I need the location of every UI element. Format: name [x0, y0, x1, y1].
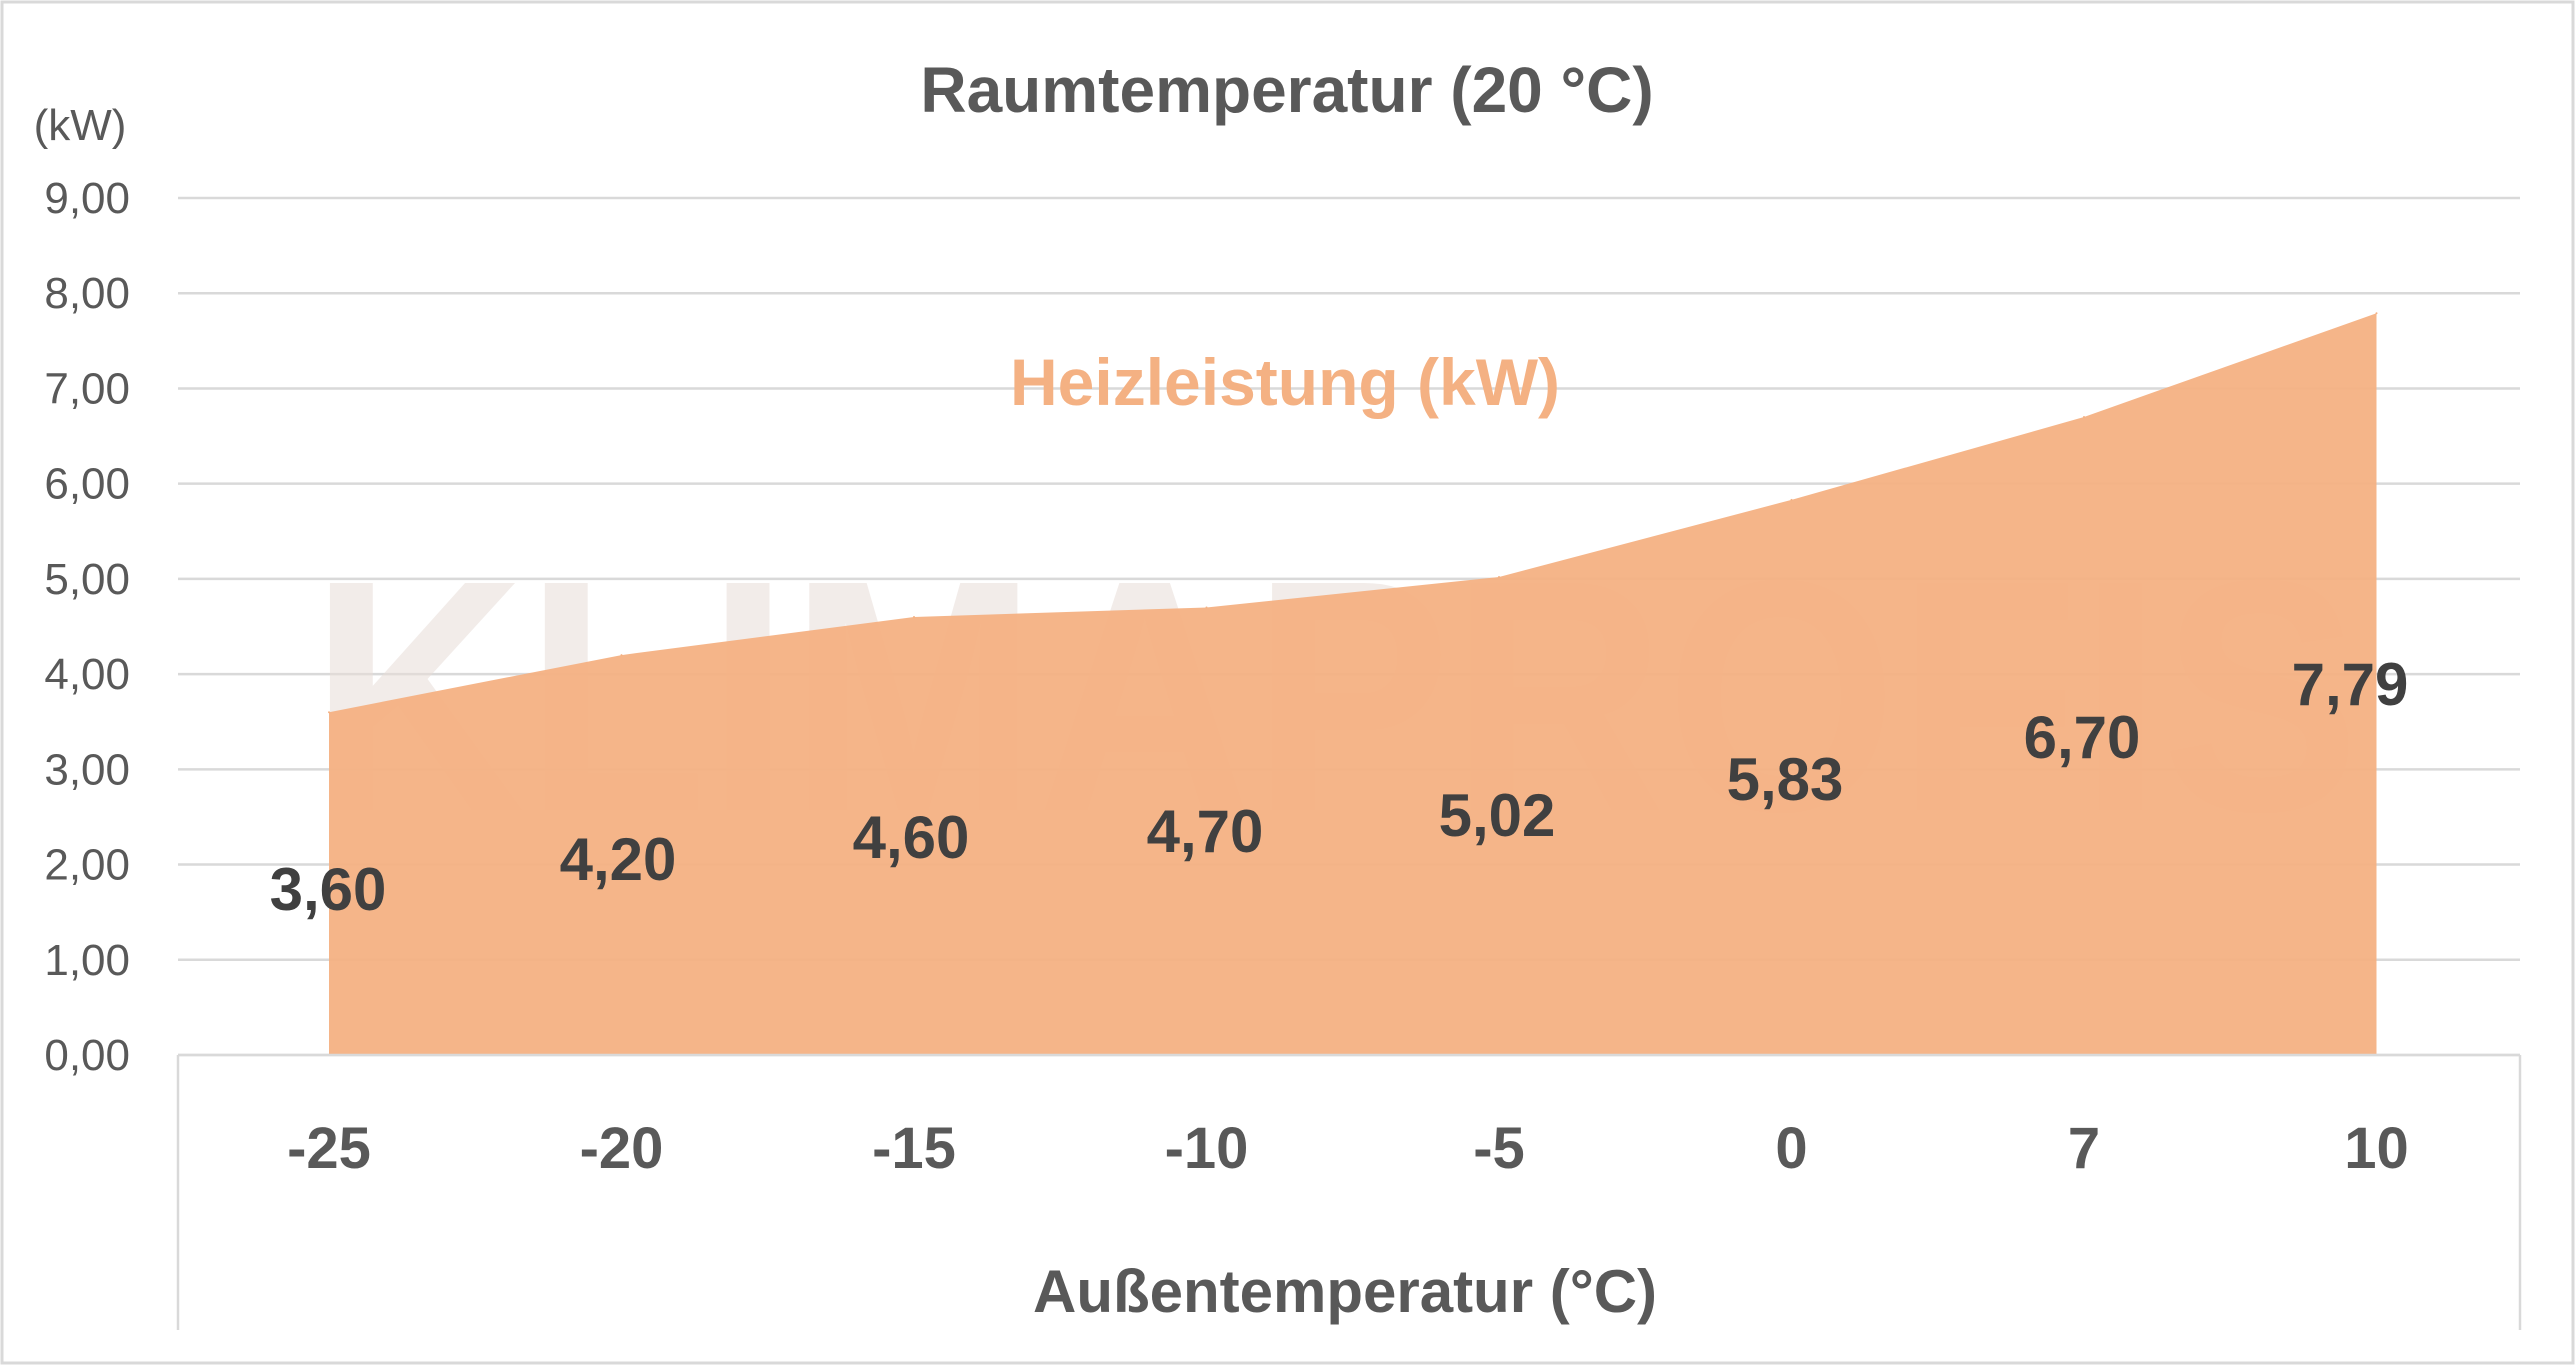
y-tick-labels: 0,00 1,00 2,00 3,00 4,00 5,00 6,00 7,00 8,00 9,00 — [44, 174, 130, 1080]
data-point — [1205, 606, 1208, 609]
data-point — [2083, 416, 2085, 419]
chart-title: Raumtemperatur (20 °C) — [920, 54, 1653, 126]
data-label: 5,83 — [1727, 746, 1844, 813]
y-tick-label: 7,00 — [44, 364, 130, 413]
data-label: 5,02 — [1439, 782, 1556, 849]
y-axis-label: (kW) — [34, 101, 127, 150]
axes — [176, 1053, 2522, 1330]
x-tick-label: 10 — [2344, 1116, 2409, 1181]
data-label: 7,79 — [2292, 651, 2409, 718]
x-axis-label: Außentemperatur (°C) — [1033, 1258, 1657, 1325]
data-label: 6,70 — [2024, 704, 2141, 771]
x-tick-labels: -25 -20 -15 -10 -5 0 7 10 — [287, 1116, 2409, 1181]
x-tick-label: -5 — [1473, 1116, 1525, 1181]
data-point — [2375, 312, 2378, 315]
data-labels: 3,60 4,20 4,60 4,70 5,02 5,83 6,70 7,79 — [270, 651, 2409, 923]
data-point — [1498, 575, 1500, 578]
data-point — [913, 615, 915, 618]
y-tick-label: 6,00 — [44, 460, 130, 509]
series-area — [328, 312, 2378, 1056]
y-tick-label: 2,00 — [44, 841, 130, 890]
y-tick-label: 9,00 — [44, 174, 130, 223]
data-point — [1790, 498, 1793, 501]
x-tick-label: -10 — [1165, 1116, 1249, 1181]
data-label: 4,20 — [560, 826, 677, 893]
data-label: 3,60 — [270, 856, 387, 923]
series-area-fill — [329, 313, 2377, 1056]
y-tick-label: 8,00 — [44, 269, 130, 318]
series-label: Heizleistung (kW) — [1010, 345, 1560, 419]
x-tick-label: 0 — [1775, 1116, 1807, 1181]
y-tick-label: 4,00 — [44, 650, 130, 699]
y-tick-label: 1,00 — [44, 936, 130, 985]
y-tick-label: 3,00 — [44, 745, 130, 794]
data-label: 4,70 — [1147, 798, 1264, 865]
data-point — [328, 711, 330, 714]
x-tick-label: -15 — [872, 1116, 956, 1181]
data-point — [620, 654, 623, 657]
x-tick-label: -20 — [580, 1116, 664, 1181]
data-label: 4,60 — [853, 804, 970, 871]
y-tick-label: 0,00 — [44, 1031, 130, 1080]
x-tick-label: -25 — [287, 1116, 371, 1181]
y-tick-label: 5,00 — [44, 555, 130, 604]
x-tick-label: 7 — [2068, 1116, 2100, 1181]
